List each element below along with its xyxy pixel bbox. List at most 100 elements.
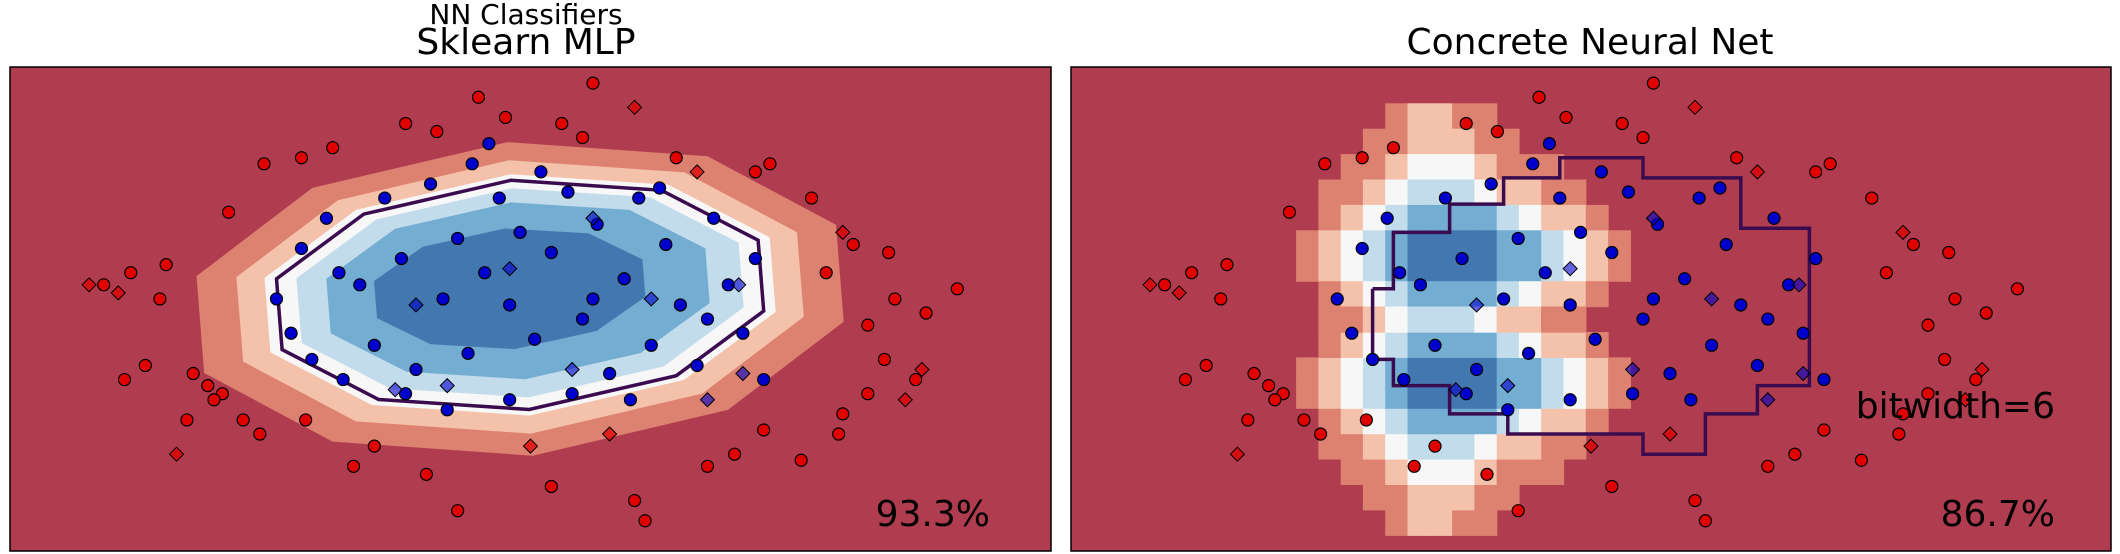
train-point-red bbox=[586, 76, 600, 90]
region-cell bbox=[1474, 204, 1498, 231]
train-point-blue bbox=[284, 326, 298, 340]
region-cell bbox=[1429, 154, 1453, 181]
test-point-red bbox=[1662, 426, 1678, 442]
train-point-red bbox=[1788, 447, 1802, 461]
train-point-red bbox=[1646, 76, 1661, 90]
region-cell bbox=[1541, 408, 1565, 435]
decision-region-sklearn bbox=[10, 67, 1051, 551]
region-cell bbox=[1608, 255, 1631, 282]
train-point-red bbox=[1817, 423, 1831, 437]
region-cell bbox=[1496, 332, 1520, 358]
panel-sklearn-mlp: Sklearn MLP 93.3% bbox=[9, 22, 1052, 552]
train-point-blue bbox=[1573, 225, 1588, 239]
region-cell bbox=[1474, 382, 1498, 409]
train-point-blue bbox=[1636, 312, 1650, 326]
train-point-red bbox=[1809, 165, 1823, 179]
region-cell bbox=[1474, 484, 1498, 511]
region-cell bbox=[1452, 408, 1475, 435]
train-point-blue bbox=[1511, 231, 1525, 246]
train-point-red bbox=[1407, 459, 1421, 473]
train-point-red bbox=[159, 258, 173, 272]
region-cell bbox=[1362, 281, 1386, 308]
train-point-blue bbox=[394, 251, 409, 266]
train-point-blue bbox=[1750, 358, 1765, 373]
train-point-red bbox=[498, 110, 513, 125]
test-point-red bbox=[1957, 392, 1974, 408]
region-cell bbox=[1563, 408, 1587, 435]
region-cell bbox=[1385, 281, 1409, 308]
train-point-blue bbox=[1594, 165, 1609, 179]
train-point-blue bbox=[748, 251, 762, 266]
region-cell bbox=[1318, 382, 1342, 409]
region-cell bbox=[1385, 306, 1409, 333]
train-point-red bbox=[1906, 237, 1921, 252]
train-point-red bbox=[97, 278, 111, 292]
region-cell bbox=[1518, 382, 1542, 409]
region-cell bbox=[1340, 357, 1364, 384]
region-cell bbox=[1429, 459, 1453, 485]
test-point-red bbox=[1142, 277, 1158, 293]
train-point-red bbox=[950, 282, 964, 296]
region-cell bbox=[1518, 306, 1542, 333]
train-point-red bbox=[1937, 352, 1952, 367]
train-point-blue bbox=[1719, 237, 1733, 252]
region-cell bbox=[1429, 204, 1453, 231]
region-cell bbox=[1563, 332, 1587, 358]
train-point-blue bbox=[1809, 251, 1823, 266]
region-cell bbox=[1608, 357, 1631, 384]
train-point-blue bbox=[305, 352, 319, 367]
train-point-red bbox=[1879, 266, 1893, 280]
test-point-blue bbox=[439, 377, 455, 394]
train-point-red bbox=[186, 366, 200, 381]
region-cell bbox=[1318, 306, 1342, 333]
train-point-blue bbox=[690, 358, 704, 373]
train-point-red bbox=[1459, 116, 1473, 131]
region-cell bbox=[1340, 255, 1364, 282]
train-point-blue bbox=[700, 312, 715, 326]
train-point-blue bbox=[294, 241, 309, 256]
test-point-red bbox=[835, 224, 851, 241]
test-point-blue bbox=[1795, 365, 1811, 382]
region-cell bbox=[1385, 332, 1409, 358]
train-point-red bbox=[1823, 157, 1837, 171]
region-cell bbox=[1452, 509, 1475, 536]
region-cell bbox=[1407, 433, 1431, 460]
region-cell bbox=[1407, 382, 1431, 409]
region-cell bbox=[1518, 204, 1542, 231]
region-cell bbox=[1429, 382, 1453, 409]
region-cell bbox=[1362, 154, 1386, 181]
train-point-blue bbox=[1796, 326, 1810, 340]
train-point-blue bbox=[1625, 387, 1640, 401]
train-point-red bbox=[1282, 205, 1297, 219]
region-cell bbox=[1407, 103, 1431, 130]
train-point-red bbox=[1921, 387, 1935, 401]
train-point-red bbox=[430, 124, 444, 139]
test-point-red bbox=[110, 285, 126, 301]
region-cell bbox=[1318, 433, 1342, 460]
train-point-red bbox=[669, 151, 683, 165]
region-cell bbox=[1452, 154, 1475, 181]
train-point-blue bbox=[1459, 387, 1473, 401]
train-point-red bbox=[877, 352, 892, 367]
train-point-red bbox=[1865, 191, 1879, 205]
region-cell bbox=[1585, 408, 1609, 435]
region-cell bbox=[1496, 306, 1520, 333]
train-point-blue bbox=[561, 185, 575, 199]
region-cell bbox=[1452, 332, 1475, 358]
region-cell bbox=[1541, 459, 1565, 485]
train-point-red bbox=[1969, 372, 1983, 387]
test-point-red bbox=[897, 392, 913, 408]
region-cell bbox=[1362, 332, 1386, 358]
train-point-red bbox=[1921, 318, 1935, 332]
train-point-red bbox=[1532, 90, 1546, 104]
score-label-sklearn: 93.3% bbox=[876, 494, 990, 535]
train-point-red bbox=[294, 151, 309, 165]
train-point-red bbox=[819, 266, 833, 280]
region-cell bbox=[1474, 230, 1498, 257]
region-cell bbox=[1474, 128, 1498, 155]
train-point-blue bbox=[565, 387, 579, 401]
region-cell bbox=[1340, 281, 1364, 308]
test-point-blue bbox=[1703, 291, 1720, 307]
train-point-red bbox=[1178, 372, 1193, 387]
train-point-blue bbox=[673, 298, 688, 312]
